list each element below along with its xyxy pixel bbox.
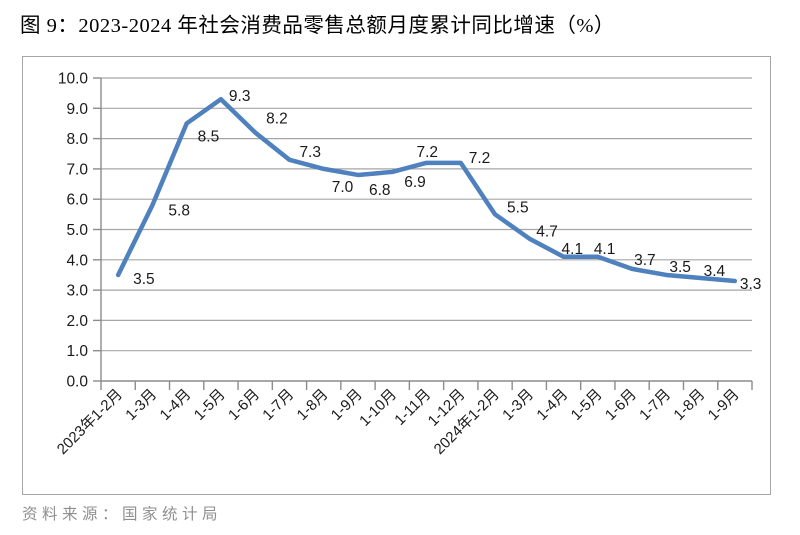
chart-title: 图 9：2023-2024 年社会消费品零售总额月度累计同比增速（%） bbox=[20, 15, 615, 37]
x-category-label: 1-9月 bbox=[705, 386, 743, 424]
x-category-label: 1-4月 bbox=[157, 386, 195, 424]
x-category-label: 1-11月 bbox=[391, 386, 434, 429]
x-category-label: 1-4月 bbox=[533, 386, 571, 424]
line-chart: 0.0 1.0 2.0 3.0 4.0 5.0 6.0 7.0 8.0 9.0 10.0 2023年1… bbox=[54, 71, 762, 458]
x-category-label: 1-3月 bbox=[122, 386, 160, 424]
y-tick-label: 5.0 bbox=[66, 222, 88, 239]
x-category-label: 1-7月 bbox=[636, 386, 674, 424]
data-series-line bbox=[115, 96, 738, 284]
point-label: 5.5 bbox=[507, 199, 529, 216]
point-label: 5.8 bbox=[168, 202, 190, 219]
point-label: 7.2 bbox=[417, 144, 439, 161]
y-tick-label: 8.0 bbox=[66, 131, 88, 148]
x-category-label: 1-7月 bbox=[259, 386, 297, 424]
point-label: 4.1 bbox=[594, 241, 616, 258]
point-label: 6.8 bbox=[369, 182, 391, 199]
x-category-label: 1-6月 bbox=[602, 386, 640, 424]
y-tick-label: 9.0 bbox=[66, 101, 88, 118]
x-category-label: 1-8月 bbox=[294, 386, 332, 424]
point-label: 8.2 bbox=[266, 111, 288, 128]
point-label: 7.3 bbox=[299, 144, 321, 161]
point-label: 7.2 bbox=[469, 150, 491, 167]
source-note: 资料来源：国家统计局 bbox=[22, 506, 223, 523]
y-tick-label: 10.0 bbox=[58, 71, 89, 88]
y-tick-label: 4.0 bbox=[66, 252, 88, 269]
y-tick-label: 1.0 bbox=[66, 343, 88, 360]
point-label: 3.5 bbox=[669, 259, 691, 276]
x-category-label: 1-10月 bbox=[356, 386, 400, 430]
point-label: 6.9 bbox=[404, 174, 426, 191]
point-label: 3.3 bbox=[740, 276, 762, 293]
x-category-label: 1-5月 bbox=[191, 386, 229, 424]
y-tick-label: 3.0 bbox=[66, 283, 88, 300]
chart-area: 0.0 1.0 2.0 3.0 4.0 5.0 6.0 7.0 8.0 9.0 10.0 2023年1… bbox=[22, 56, 771, 495]
y-tick-label: 7.0 bbox=[66, 161, 88, 178]
point-label: 3.4 bbox=[704, 263, 726, 280]
point-label: 4.7 bbox=[536, 224, 558, 241]
point-label: 4.1 bbox=[562, 241, 584, 258]
x-category-label: 1-6月 bbox=[225, 386, 263, 424]
x-category-label: 1-5月 bbox=[568, 386, 606, 424]
point-label: 7.0 bbox=[332, 179, 354, 196]
point-label: 3.7 bbox=[634, 252, 656, 269]
x-category-label: 1-3月 bbox=[499, 386, 537, 424]
y-tick-label: 6.0 bbox=[66, 192, 88, 209]
point-label: 9.3 bbox=[229, 88, 251, 105]
x-category-label: 2023年1-2月 bbox=[54, 386, 126, 458]
y-tick-label: 0.0 bbox=[66, 374, 88, 391]
y-tick-label: 2.0 bbox=[66, 313, 88, 330]
point-label: 3.5 bbox=[133, 271, 155, 288]
point-label: 8.5 bbox=[198, 128, 220, 145]
x-category-label: 1-8月 bbox=[670, 386, 708, 424]
